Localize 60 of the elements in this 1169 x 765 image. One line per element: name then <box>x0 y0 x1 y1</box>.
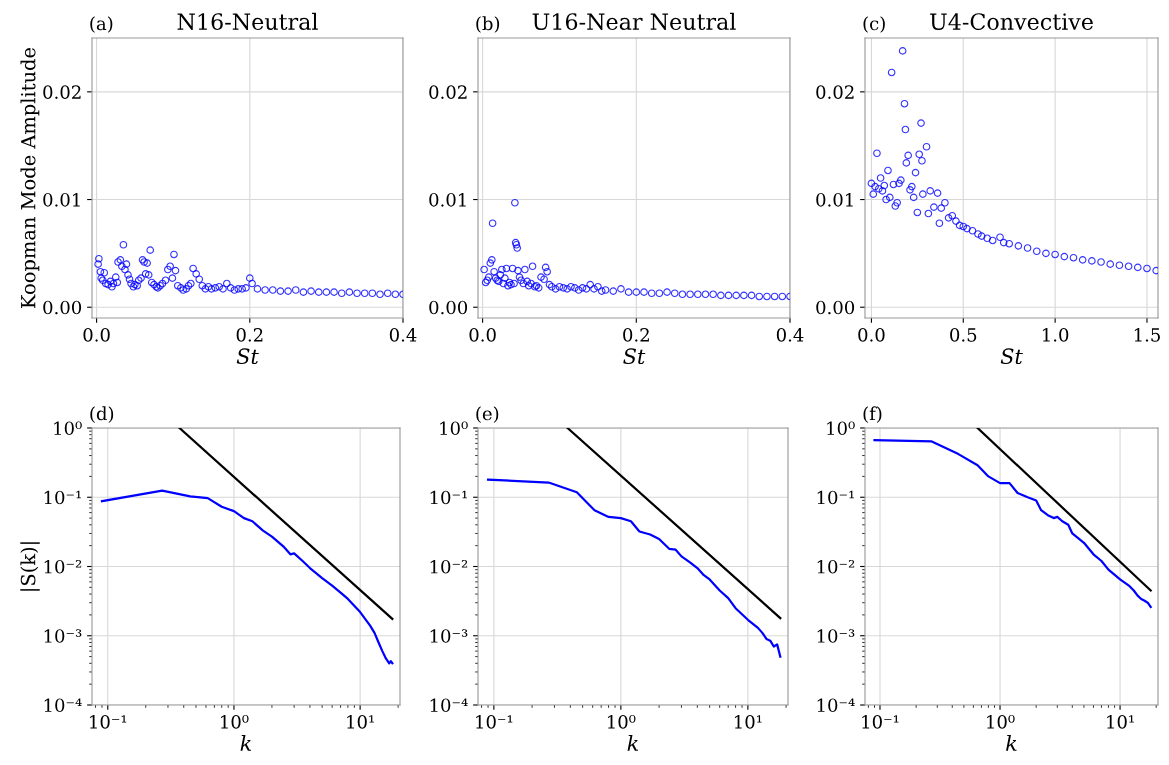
y-tick-label: 0.00 <box>816 300 855 315</box>
y-tick-label: 0.01 <box>429 193 466 207</box>
y-tick-label: 0.02 <box>43 85 81 99</box>
y-tick-label: 10⁻³ <box>817 629 855 643</box>
y-tick-label: 10⁻² <box>44 559 82 574</box>
y-tick-label: 10⁰ <box>440 421 468 436</box>
y-tick-label: 10⁻⁴ <box>817 698 855 713</box>
y-tick-label: 10⁻¹ <box>430 490 467 505</box>
y-tick-label: 0.00 <box>429 300 468 315</box>
y-tick-label: 10⁰ <box>827 421 855 436</box>
chart-title: U16-Near Neutral <box>532 12 736 30</box>
y-tick-label: 10⁻² <box>817 559 855 574</box>
x-axis-title: k <box>627 734 639 751</box>
x-axis-title: St <box>623 348 646 365</box>
y-tick-label: 10⁻⁴ <box>430 698 468 713</box>
x-axis-title: St <box>236 348 259 365</box>
y-tick-label: 10⁻¹ <box>817 490 854 505</box>
text: (e) <box>476 406 499 423</box>
x-tick-label: 0.0 <box>83 328 110 342</box>
text: (d) <box>90 406 114 423</box>
x-axis-title: St <box>1000 348 1023 365</box>
x-tick-label: 10⁰ <box>221 715 249 729</box>
x-tick-label: 0.0 <box>858 328 885 342</box>
x-tick-label: 10¹ <box>1107 715 1134 729</box>
y-tick-label: 0.01 <box>816 193 853 207</box>
y-tick-label: 10⁰ <box>54 421 82 436</box>
y-tick-label: 10⁻² <box>430 559 468 574</box>
x-axis-title: k <box>1006 734 1017 751</box>
x-tick-label: 10⁻¹ <box>476 715 513 729</box>
x-tick-label: 10⁰ <box>987 715 1015 729</box>
y-tick-label: 0.01 <box>43 193 80 207</box>
y-tick-label: 10⁻⁴ <box>44 698 82 713</box>
x-tick-label: 1.5 <box>1134 328 1160 342</box>
y-tick-label: 0.02 <box>429 85 467 99</box>
x-tick-label: 1.0 <box>1042 328 1069 342</box>
y-tick-label: 0.02 <box>816 85 854 99</box>
x-tick-label: 10¹ <box>734 715 762 729</box>
y-tick-label: 10⁻³ <box>430 629 468 643</box>
y-tick-label: 10⁻¹ <box>44 490 81 505</box>
x-tick-label: 0.5 <box>950 328 977 342</box>
text: (b) <box>476 16 500 33</box>
text: (f) <box>863 406 882 423</box>
x-axis-title: k <box>240 734 252 751</box>
chart-title: N16-Neutral <box>177 12 318 30</box>
x-tick-label: 0.4 <box>389 328 417 342</box>
y-tick-label: 10⁻³ <box>44 629 82 643</box>
text: (a) <box>90 16 113 33</box>
y-axis-title: Koopman Mode Amplitude <box>20 47 40 308</box>
x-tick-label: 0.0 <box>469 328 496 342</box>
chart-title: U4-Convective <box>930 13 1093 30</box>
text: (c) <box>863 16 885 33</box>
x-tick-label: 10¹ <box>347 715 374 729</box>
x-tick-label: 10⁰ <box>607 715 636 729</box>
x-tick-label: 10⁻¹ <box>90 715 127 729</box>
y-axis-title: |S(k)| <box>20 542 40 591</box>
x-tick-label: 10⁻¹ <box>862 715 899 729</box>
y-tick-label: 0.00 <box>43 300 82 315</box>
x-tick-label: 0.4 <box>776 328 804 342</box>
x-tick-label: 0.2 <box>623 328 649 342</box>
x-tick-label: 0.2 <box>236 328 263 342</box>
